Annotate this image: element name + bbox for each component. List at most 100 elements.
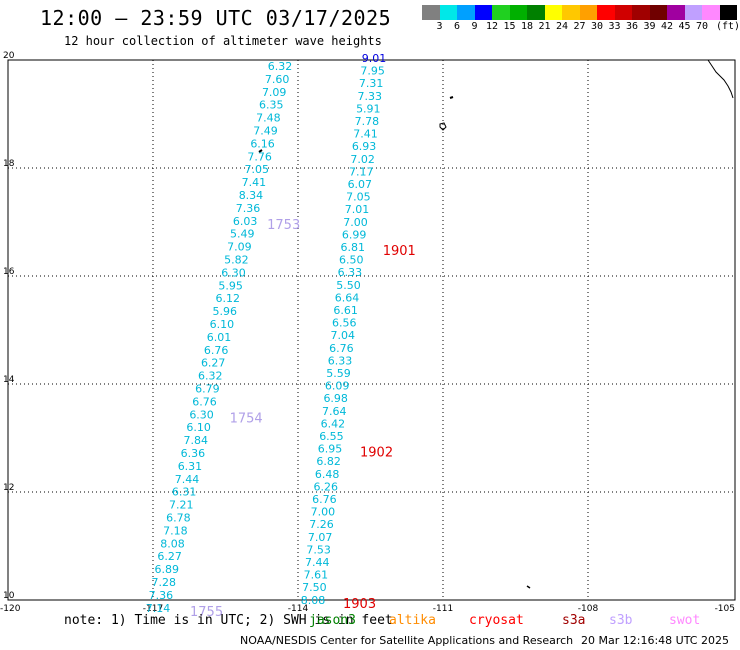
legend-swatch xyxy=(684,5,702,20)
wave-height-label: 8.08 xyxy=(301,594,326,607)
wave-height-label: 6.78 xyxy=(166,512,191,525)
wave-height-label: 6.81 xyxy=(340,241,365,254)
legend-tick-label: 45 xyxy=(678,21,691,32)
wave-height-label: 7.53 xyxy=(306,543,331,556)
legend-swatch xyxy=(562,5,580,20)
wave-height-label: 7.44 xyxy=(305,556,330,569)
satellite-name-altika: altika xyxy=(389,613,436,628)
wave-height-label: 6.27 xyxy=(201,357,226,370)
legend-tick-label: 3 xyxy=(436,21,443,32)
page-title: 12:00 – 23:59 UTC 03/17/2025 xyxy=(40,6,392,30)
legend-tick-label: 18 xyxy=(520,21,534,32)
wave-height-label: 7.17 xyxy=(349,165,374,178)
latitude-label: 14 xyxy=(3,375,15,385)
wave-height-label: 7.04 xyxy=(331,329,356,342)
wave-height-label: 7.48 xyxy=(256,112,281,125)
pass-time-label: 1754 xyxy=(230,411,263,426)
longitude-label: -108 xyxy=(578,604,599,614)
wave-height-label: 7.31 xyxy=(359,77,384,90)
wave-height-label: 6.82 xyxy=(316,455,341,468)
footnote: note: 1) Time is in UTC; 2) SWH is in fe… xyxy=(64,613,393,628)
wave-height-label: 6.93 xyxy=(352,140,377,153)
longitude-label: -111 xyxy=(433,604,453,614)
wave-height-label: 6.30 xyxy=(189,408,214,421)
legend-swatch xyxy=(632,5,650,20)
legend-tick-label: 27 xyxy=(573,21,586,32)
legend-swatch xyxy=(667,5,685,20)
wave-height-label: 7.36 xyxy=(236,202,261,215)
legend-swatch xyxy=(579,5,597,20)
longitude-label: -117 xyxy=(143,604,163,614)
longitude-label: -114 xyxy=(288,604,309,614)
legend-swatch xyxy=(649,5,667,20)
wave-height-label: 6.33 xyxy=(328,354,353,367)
legend-tick-label: 33 xyxy=(608,21,621,32)
wave-height-label: 7.78 xyxy=(355,115,380,128)
wave-height-label: 7.01 xyxy=(345,203,370,216)
satellite-name-s3b: s3b xyxy=(609,613,633,628)
latitude-label: 10 xyxy=(3,591,15,601)
wave-height-label: 6.03 xyxy=(233,215,258,228)
wave-height-label: 8.08 xyxy=(160,537,185,550)
wave-height-label: 7.00 xyxy=(343,216,368,229)
legend-swatch xyxy=(544,5,562,20)
wave-height-label: 7.28 xyxy=(152,576,177,589)
wave-height-label: 6.07 xyxy=(348,178,373,191)
credit-line: NOAA/NESDIS Center for Satellite Applica… xyxy=(240,634,574,647)
longitude-label: -105 xyxy=(715,604,735,614)
wave-height-label: 7.49 xyxy=(253,125,278,138)
wave-height-label: 7.05 xyxy=(346,191,371,204)
wave-height-label: 6.76 xyxy=(192,395,217,408)
wave-height-label: 6.09 xyxy=(325,380,350,393)
legend-unit-label: (ft) xyxy=(716,21,740,32)
latitude-label: 18 xyxy=(3,159,15,169)
wave-height-label: 7.00 xyxy=(311,506,336,519)
wave-height-label: 6.55 xyxy=(319,430,344,443)
legend-tick-label: 15 xyxy=(503,21,516,32)
wave-height-label: 6.35 xyxy=(259,99,284,112)
color-scale-legend xyxy=(422,5,737,20)
wave-height-label: 6.79 xyxy=(195,383,220,396)
wave-height-label: 7.61 xyxy=(304,569,329,582)
wave-height-label: 7.76 xyxy=(247,150,272,163)
wave-height-label: 6.48 xyxy=(315,468,340,481)
legend-tick-label: 21 xyxy=(538,21,551,32)
wave-height-label: 5.95 xyxy=(218,279,243,292)
wave-height-label: 6.01 xyxy=(207,331,232,344)
satellite-name-jason3: jason3 xyxy=(309,613,356,628)
legend-swatch xyxy=(422,5,440,20)
legend-swatch xyxy=(719,5,737,20)
wave-height-label: 6.95 xyxy=(318,443,343,456)
legend-tick-label: 24 xyxy=(555,21,569,32)
wave-height-label: 5.96 xyxy=(213,305,238,318)
wave-height-label: 7.26 xyxy=(309,518,334,531)
wave-height-label: 5.82 xyxy=(224,254,249,267)
legend-tick-label: 6 xyxy=(453,21,461,32)
generated-timestamp: 20 Mar 12:16:48 UTC 2025 xyxy=(581,634,729,647)
legend-swatch xyxy=(509,5,527,20)
satellite-name-s3a: s3a xyxy=(562,613,586,628)
wave-height-label: 6.12 xyxy=(215,292,240,305)
pass-time-label: 1902 xyxy=(360,446,393,461)
wave-height-label: 7.09 xyxy=(227,241,252,254)
legend-swatch xyxy=(492,5,510,20)
wave-height-label: 7.21 xyxy=(169,499,194,512)
wave-height-label: 7.64 xyxy=(322,405,347,418)
map-frame xyxy=(7,59,736,601)
legend-tick-label: 39 xyxy=(643,21,656,32)
wave-height-label: 6.26 xyxy=(314,480,339,493)
wave-height-label: 6.16 xyxy=(250,137,275,150)
wave-height-label: 6.76 xyxy=(329,342,354,355)
wave-height-label: 7.36 xyxy=(149,589,174,602)
latitude-label: 20 xyxy=(3,51,15,61)
wave-height-label: 7.09 xyxy=(262,86,287,99)
wave-height-label: 6.76 xyxy=(204,344,229,357)
wave-height-label: 7.07 xyxy=(308,531,333,544)
latitude-label: 16 xyxy=(3,267,15,277)
wave-height-label: 6.27 xyxy=(157,550,182,563)
wave-height-label: 5.59 xyxy=(326,367,351,380)
satellite-name-swot: swot xyxy=(669,613,701,628)
wave-height-label: 6.98 xyxy=(323,392,348,405)
